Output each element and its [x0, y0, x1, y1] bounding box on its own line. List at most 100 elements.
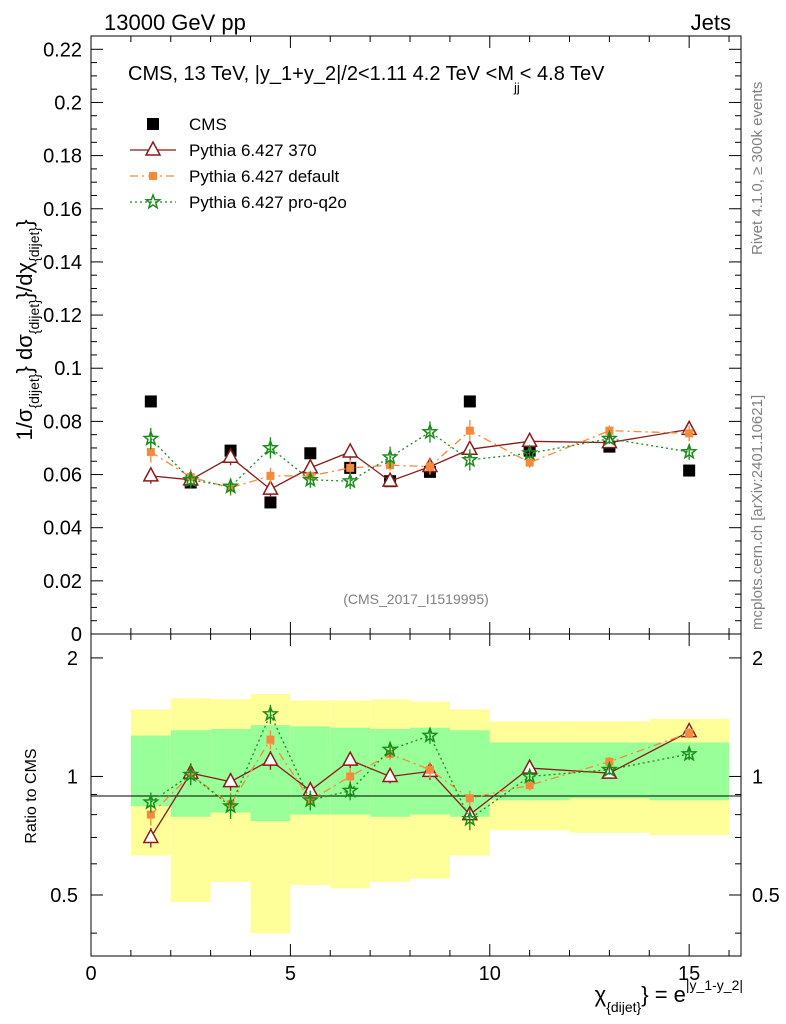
series-2-point	[266, 471, 275, 480]
y-tick-label: 0.04	[43, 518, 82, 540]
series-3-ratio-point	[221, 797, 240, 814]
series-2-ratio-line	[150, 732, 690, 816]
series-0-point	[264, 496, 277, 509]
series-2-point	[425, 462, 434, 471]
series-3-ratio-line	[150, 712, 690, 820]
legend-marker-1	[144, 140, 162, 156]
series-3-ratio-point	[680, 744, 698, 762]
series-3-ratio-point	[341, 781, 359, 799]
series-2-ratio-point	[146, 810, 155, 819]
series-3-point	[520, 444, 539, 461]
ratio-tick-label-right: 2	[752, 648, 763, 670]
legend-label-0: CMS	[189, 115, 227, 134]
legend-label-2: Pythia 6.427 default	[189, 167, 340, 186]
series-layer	[142, 395, 698, 848]
series-3-ratio-point	[142, 792, 160, 810]
series-3-point	[301, 470, 320, 488]
chart-title: CMS, 13 TeV, |y_1+y_2|/2<1.11 4.2 TeV <M…	[128, 63, 605, 95]
ratio-tick-label: 1	[67, 766, 78, 788]
y-tick-label: 0.02	[43, 571, 82, 593]
ratio-plot-frame	[90, 633, 742, 957]
y-tick-label: 0.16	[43, 199, 82, 221]
series-0-point	[683, 464, 696, 477]
legend-label-3: Pythia 6.427 pro-q2o	[189, 193, 347, 212]
series-2-ratio-point	[266, 735, 275, 744]
y-tick-label: 0.08	[43, 411, 82, 433]
mcplots-label: mcplots.cern.ch [arXiv:2401.10621]	[749, 395, 766, 630]
series-2-point	[146, 447, 155, 456]
series-0-point	[144, 395, 157, 408]
x-tick-label: 5	[285, 963, 296, 985]
series-3-point	[221, 477, 240, 494]
series-1-point	[142, 466, 160, 482]
header-right: Jets	[691, 10, 731, 35]
y-tick-label: 0.12	[43, 305, 82, 327]
legend: CMS Pythia 6.427 370 Pythia 6.427 default P…	[130, 115, 347, 212]
series-0-point	[304, 447, 317, 460]
series-2-point	[685, 429, 694, 438]
series-3-point	[181, 470, 200, 488]
series-0-point	[463, 395, 476, 408]
series-3-point	[261, 438, 280, 456]
x-tick-label: 15	[678, 963, 700, 985]
series-1-point	[341, 442, 359, 458]
y-tick-label: 0	[71, 624, 82, 646]
ratio-tick-label: 0.5	[50, 885, 78, 907]
legend-marker-2	[149, 172, 157, 180]
series-3-ratio-point	[301, 791, 320, 808]
header-left: 13000 GeV pp	[104, 10, 246, 35]
series-3-point	[680, 442, 698, 460]
series-3-point	[142, 429, 160, 447]
legend-marker-0	[147, 118, 159, 130]
series-3-ratio-point	[600, 760, 619, 778]
analysis-tag: (CMS_2017_I1519995)	[343, 591, 489, 607]
y-tick-label: 0.22	[43, 39, 82, 61]
legend-marker-3	[144, 192, 162, 210]
x-axis-label: χ{dijet}} = e|y_1-y_2|	[595, 977, 743, 1015]
series-3-point	[461, 450, 479, 468]
series-3-ratio-point	[381, 740, 399, 758]
series-1-ratio-line	[150, 731, 690, 838]
series-1-ratio-point	[142, 827, 160, 844]
series-3-point	[421, 422, 439, 440]
series-2-point	[346, 463, 355, 472]
series-1-ratio-point	[262, 750, 279, 766]
y-axis-label: 1/σ{dijet}} dσ{dijet}}/dχ{dijet}}	[12, 220, 42, 441]
series-2-line	[150, 429, 690, 489]
series-3-ratio-point	[421, 726, 439, 743]
rivet-version-label: Rivet 4.1.0, ≥ 300k events	[749, 82, 766, 255]
axis-ticks	[90, 35, 741, 956]
y-tick-label: 0.1	[54, 358, 82, 380]
y-tick-label: 0.18	[43, 146, 82, 168]
legend-label-1: Pythia 6.427 370	[189, 141, 317, 160]
series-2-ratio-point	[425, 765, 434, 774]
ratio-y-axis-label: Ratio to CMS	[23, 748, 40, 843]
series-2-ratio-point	[525, 781, 534, 790]
x-tick-label: 0	[85, 963, 96, 985]
series-3-ratio-point	[261, 704, 280, 722]
series-3-ratio-point	[461, 809, 479, 827]
series-3-line	[150, 431, 690, 488]
series-3-ratio-point	[520, 767, 539, 784]
series-3-ratio-point	[181, 765, 200, 783]
series-3-point	[600, 429, 619, 447]
series-2-point	[525, 458, 534, 467]
y-tick-label: 0.2	[54, 92, 82, 114]
axis-tick-labels: 0 5 10 15 0 0.02 0.04 0.06 0.08 0.1 0.12 0.14 0.16 0.…	[43, 39, 780, 985]
series-3-point	[341, 472, 359, 489]
y-tick-label: 0.14	[43, 252, 82, 274]
series-2-point	[465, 426, 474, 435]
series-2-ratio-point	[346, 772, 355, 781]
series-1-point	[262, 479, 279, 495]
y-tick-label: 0.06	[43, 465, 82, 487]
ratio-tick-label-right: 0.5	[752, 885, 780, 907]
series-1-point	[521, 431, 538, 448]
series-1-point	[222, 447, 239, 464]
series-2-ratio-point	[685, 728, 694, 737]
series-2-ratio-point	[465, 794, 474, 803]
ratio-tick-label: 2	[67, 648, 78, 670]
series-3-point	[381, 448, 399, 465]
ratio-tick-label-right: 1	[752, 766, 763, 788]
x-tick-label: 10	[479, 963, 501, 985]
